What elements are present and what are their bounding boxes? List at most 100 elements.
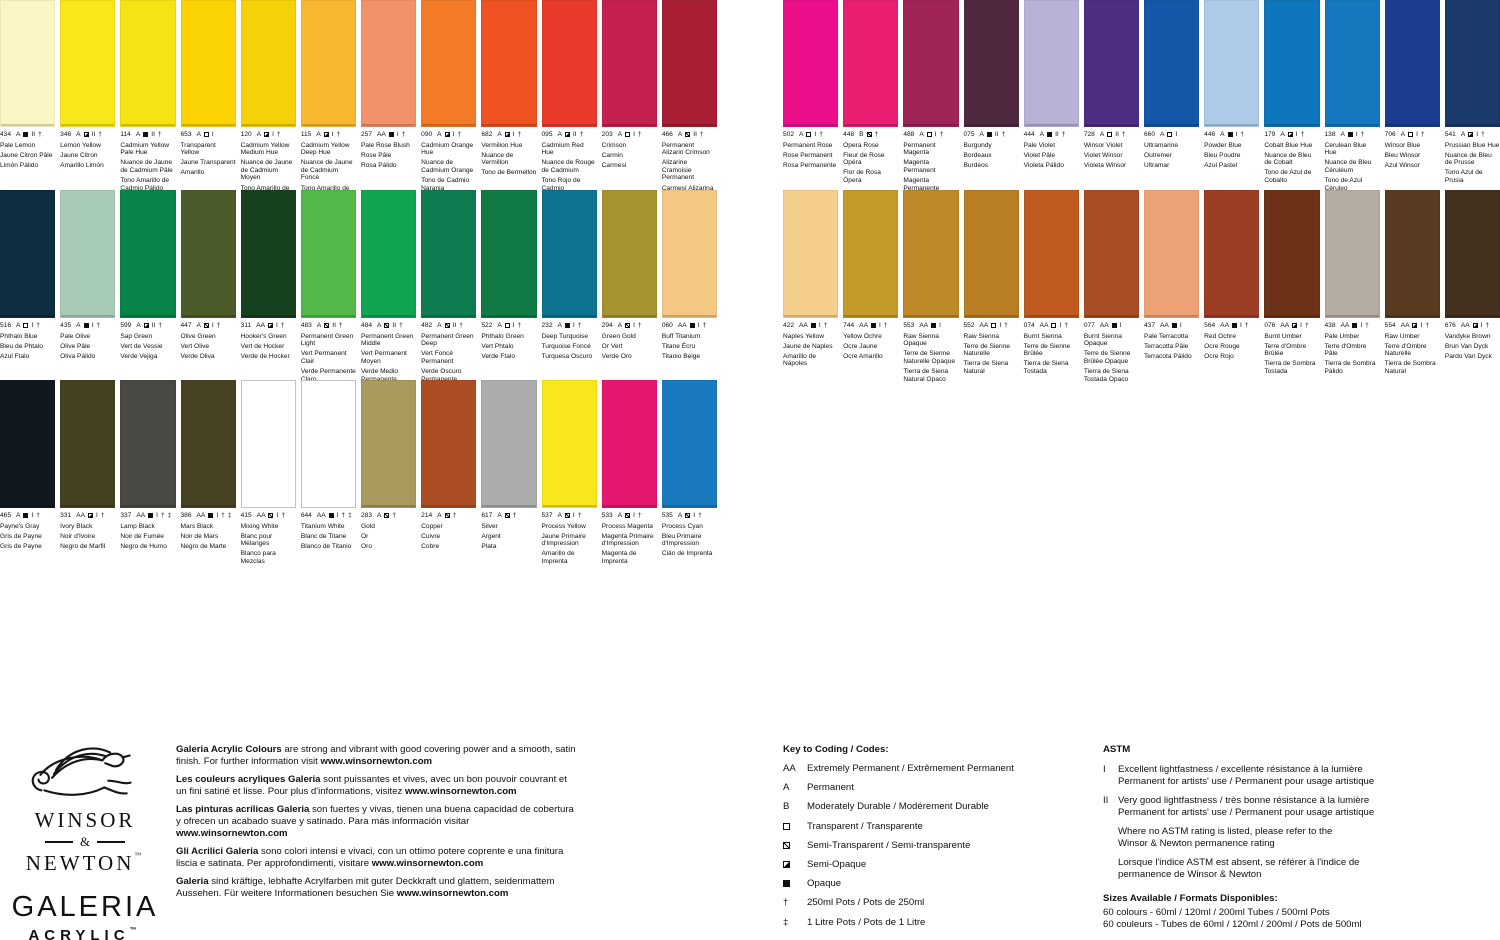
code-token: A bbox=[437, 512, 442, 519]
colour-swatch-cadmium-orange-hue bbox=[421, 0, 477, 127]
swatch-label-green-gold: 294 A I † Green Gold Or Vert Verde Oro bbox=[602, 322, 657, 386]
code-token: I bbox=[1175, 131, 1178, 138]
code-token: I bbox=[818, 322, 821, 329]
astm-note-line: Winsor & Newton permanence rating bbox=[1118, 838, 1275, 849]
swatch-label-permanent-green-deep: 482 A II † Permanent Green Deep Vert Foncé Pe… bbox=[421, 322, 476, 386]
intro-bold-text: Gli Acrilici Galeria bbox=[176, 846, 259, 858]
opacity-symbol-full-icon bbox=[388, 132, 394, 138]
swatch-name-line: Terre de Sienne Naturelle Opaque bbox=[903, 350, 956, 365]
colour-swatch-mars-black bbox=[180, 380, 236, 508]
swatch-name-line: Silver bbox=[481, 522, 498, 530]
swatch-name-line: Magenta de Imprenta bbox=[601, 550, 637, 565]
code-token: † bbox=[336, 131, 341, 138]
code-token: † bbox=[100, 512, 105, 519]
swatch-number: 331 bbox=[60, 512, 72, 519]
colour-swatch-sap-green bbox=[120, 190, 176, 318]
swatch-number: 444 bbox=[1023, 131, 1035, 138]
code-token: A bbox=[1160, 131, 1165, 138]
swatch-name-line: Nuance de Bleu de Cobalt bbox=[1264, 151, 1312, 167]
colour-swatch-burgundy bbox=[963, 0, 1019, 127]
swatch-label-process-yellow: 537 A I † Process Yellow Jaune Primaire d'Imp… bbox=[542, 512, 597, 571]
code-token: AA bbox=[1160, 322, 1169, 329]
swatch-number: 644 bbox=[300, 512, 312, 519]
swatch-name-line: Process Yellow bbox=[541, 522, 586, 530]
opacity-symbol-open-icon bbox=[1408, 132, 1414, 138]
swatch-name-line: Burgundy bbox=[963, 141, 992, 149]
intro-text: are strong and vibrant with good coverin… bbox=[176, 744, 576, 767]
code-token: AA bbox=[1400, 322, 1410, 329]
code-token: A bbox=[196, 322, 201, 329]
swatch-label-buff-titanium: 060 AA I † Buff Titanium Titane Écru Titanio B… bbox=[662, 322, 717, 386]
colour-swatch-titanium-white bbox=[300, 380, 356, 508]
swatch-name-line: Ultramar bbox=[1144, 161, 1170, 169]
swatch-name-line: Deep Turquoise bbox=[541, 332, 589, 340]
opacity-symbol-open-icon bbox=[625, 132, 631, 138]
swatch-code-line: 346 A II † bbox=[60, 131, 115, 139]
code-token: I bbox=[1416, 131, 1418, 138]
code-token: † bbox=[341, 512, 346, 519]
opacity-symbol-open-icon bbox=[203, 132, 209, 138]
opacity-symbol-full-icon bbox=[83, 323, 89, 329]
swatch-label-winsor-blue: 706 A I † Winsor Blue Bleu Winsor Azul Winsor bbox=[1385, 131, 1440, 195]
sizes-line: 60 colours - 60ml / 120ml / 200ml Tubes … bbox=[1103, 907, 1330, 918]
swatch-name-line: Bleu de Phtalo bbox=[0, 342, 43, 350]
opacity-symbol-open-icon bbox=[806, 132, 812, 138]
swatch-code-line: 060 AA I † bbox=[662, 322, 717, 330]
swatch-name-line: Gris de Payne bbox=[0, 542, 42, 550]
swatch-code-line: 257 AA I † bbox=[361, 131, 416, 139]
swatch-name-line: Yellow Ochre bbox=[843, 332, 882, 340]
left-colour-block: 434 A II † Pale Lemon Jaune Citron Pâle Limón … bbox=[0, 0, 717, 571]
opacity-symbol-half-icon bbox=[323, 132, 329, 138]
colour-swatch-transparent-yellow bbox=[180, 0, 236, 127]
swatch-label-gold: 283 A † Gold Or Oro bbox=[361, 512, 416, 571]
swatch-code-line: 660 A I bbox=[1144, 131, 1199, 139]
code-token: I bbox=[633, 131, 635, 138]
swatch-code-line: 203 A I † bbox=[602, 131, 657, 139]
code-token: AA bbox=[677, 322, 687, 329]
swatch-code-line: 283 A † bbox=[361, 512, 416, 520]
swatch-code-line: 484 A II † bbox=[361, 322, 416, 330]
product-line-acrylic: ACRYLIC™ bbox=[28, 927, 142, 940]
intro-text: son fuertes y vivas, tienen una buena ca… bbox=[176, 804, 574, 827]
code-token: A bbox=[557, 131, 562, 138]
opacity-symbol-full-icon bbox=[564, 323, 570, 329]
swatch-code-line: 415 AA I † bbox=[241, 512, 296, 520]
code-token: II bbox=[31, 131, 36, 138]
swatch-label-permanent-magenta: 488 A I † Permanent Magenta Magenta Permanent… bbox=[903, 131, 958, 195]
colour-swatch-ivory-black bbox=[60, 380, 116, 508]
colour-swatch-naples-yellow bbox=[783, 190, 839, 318]
code-token: A bbox=[16, 322, 21, 329]
code-token: A bbox=[1099, 131, 1105, 138]
swatch-name-line: Tono Amarillo de Cadmio Pálido bbox=[120, 176, 170, 192]
key-item-250ml-pots: † 250ml Pots / Pots de 250ml bbox=[783, 897, 1093, 908]
swatch-name-line: Terre d'Ombre Pâle bbox=[1324, 342, 1367, 358]
code-token: I bbox=[336, 512, 339, 519]
opacity-symbol-open-icon bbox=[1107, 132, 1113, 138]
code-token: AA bbox=[979, 322, 989, 329]
code-token: † bbox=[1481, 131, 1485, 138]
swatch-name-line: Burnt Sienna bbox=[1023, 332, 1062, 340]
swatch-name-line: Terracota Pálido bbox=[1144, 352, 1192, 360]
swatch-name-line: Magenta Primaire d'Impression bbox=[601, 532, 654, 548]
swatch-label-cobalt-blue-hue: 179 A I † Cobalt Blue Hue Nuance de Bleu de C… bbox=[1264, 131, 1319, 195]
colour-swatch-pale-terracotta bbox=[1144, 190, 1200, 318]
swatch-name-line: Titanium White bbox=[300, 522, 345, 530]
swatch-name-line: Blanc pour Mélanges bbox=[240, 532, 273, 548]
swatch-name-line: Crimson bbox=[601, 141, 627, 149]
swatch-code-line: 447 A I † bbox=[181, 322, 236, 330]
swatch-name-line: Vermilion Hue bbox=[481, 141, 523, 149]
code-token: † bbox=[392, 512, 397, 519]
swatch-code-line: 466 A II † bbox=[662, 131, 717, 139]
astm-rating-text: Excellent lightfastness / excellente rés… bbox=[1118, 764, 1374, 788]
colour-swatch-lemon-yellow bbox=[60, 0, 116, 127]
opacity-symbol-diag-icon bbox=[444, 513, 450, 519]
code-token: A bbox=[1280, 131, 1285, 138]
code-token: I bbox=[211, 322, 214, 329]
code-token: AA bbox=[76, 512, 85, 519]
code-token: B bbox=[783, 801, 790, 813]
swatch-name-line: Vandyke Brown bbox=[1444, 332, 1491, 340]
swatch-name-line: Vert de Vessie bbox=[120, 342, 163, 350]
code-token: A bbox=[16, 131, 21, 138]
intro-paragraph: Gli Acrilici Galeria sono colori intensi… bbox=[176, 846, 578, 869]
opacity-symbol-diag-icon bbox=[268, 513, 274, 519]
